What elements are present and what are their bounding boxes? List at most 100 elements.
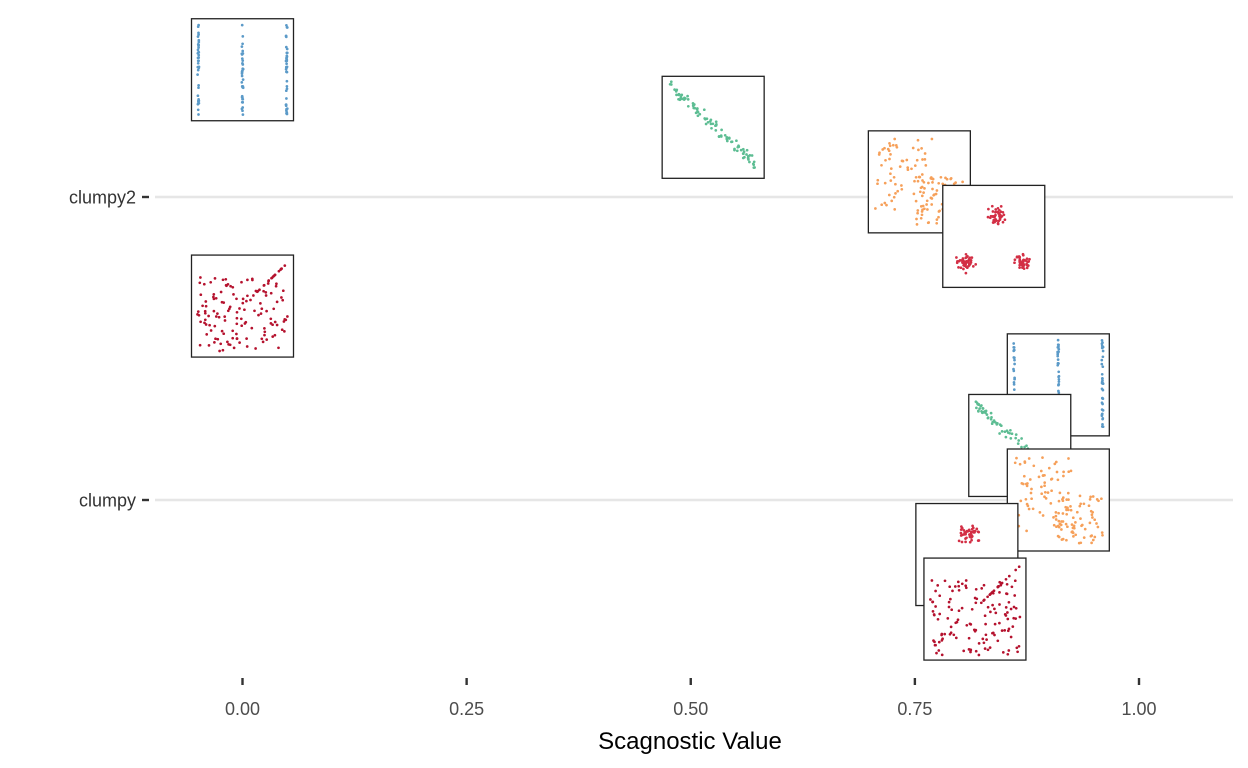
- thumbnail-dot: [1069, 505, 1072, 508]
- thumbnail-dot: [1014, 606, 1018, 610]
- thumbnail-dot: [961, 261, 964, 264]
- thumbnail-dot: [1015, 456, 1018, 460]
- thumbnail-dot: [1071, 526, 1075, 530]
- thumbnail-dot: [1005, 592, 1009, 596]
- thumbnail-dot: [1043, 495, 1046, 499]
- thumbnail-dot: [1003, 218, 1007, 222]
- thumbnail-dot: [196, 56, 200, 60]
- thumbnail-dot: [1050, 477, 1054, 481]
- thumbnail-three-columns-clumpy2: [190, 18, 295, 122]
- thumbnail-dot: [975, 406, 978, 410]
- thumbnail-dot: [1056, 358, 1060, 361]
- thumbnail-dot: [285, 47, 289, 51]
- thumbnail-dot: [752, 160, 756, 164]
- thumbnail-dot: [983, 647, 987, 650]
- thumbnail-dot: [977, 530, 981, 534]
- thumbnail-dot: [1069, 508, 1073, 512]
- thumbnail-dot: [1091, 538, 1095, 542]
- thumbnail-dot: [889, 153, 892, 156]
- thumbnail-dot: [930, 197, 934, 200]
- thumbnail-dot: [1065, 538, 1068, 542]
- thumbnail-dot: [980, 587, 984, 590]
- thumbnail-dot: [1057, 375, 1060, 379]
- thumbnail-dot: [1100, 358, 1104, 362]
- thumbnail-dot: [1030, 497, 1033, 501]
- thumbnail-dot: [923, 152, 927, 155]
- thumbnail-dot: [1078, 504, 1082, 508]
- thumbnail-dot: [876, 178, 880, 182]
- thumbnail-dot: [241, 59, 245, 62]
- thumbnail-dot: [991, 221, 995, 224]
- thumbnail-dot: [693, 106, 697, 110]
- thumbnail-dot: [1004, 435, 1008, 439]
- thumbnail-dot: [960, 525, 963, 528]
- thumbnail-dot: [910, 167, 913, 171]
- thumbnail-dot: [1020, 482, 1024, 485]
- thumbnail-dot: [1057, 519, 1061, 523]
- thumbnail-dot: [968, 535, 972, 539]
- thumbnail-dot: [1012, 367, 1015, 371]
- thumbnail-dot: [930, 579, 934, 582]
- thumbnail-dot: [668, 82, 672, 86]
- thumbnail-dot: [240, 57, 244, 60]
- thumbnail-dot: [250, 326, 254, 330]
- thumbnail-dot: [999, 205, 1003, 208]
- thumbnail-dot: [1101, 341, 1104, 344]
- thumbnail-dot: [235, 322, 239, 326]
- thumbnail-dot: [883, 181, 887, 185]
- thumbnail-dot: [741, 156, 745, 160]
- thumbnail-dot: [241, 35, 245, 38]
- thumbnail-dot: [196, 42, 200, 46]
- thumbnail-dot: [1057, 370, 1061, 374]
- thumbnail-dot: [260, 337, 264, 341]
- thumbnail-dot: [1000, 430, 1004, 433]
- thumbnail-dot: [1101, 349, 1105, 353]
- thumbnail-dot: [1054, 514, 1058, 518]
- thumbnail-dot: [1077, 541, 1081, 545]
- thumbnail-dot: [277, 269, 281, 273]
- thumbnail-dot: [267, 279, 270, 283]
- thumbnail-dot: [941, 637, 944, 641]
- thumbnail-dot: [1056, 478, 1060, 482]
- thumbnail-dot: [988, 646, 992, 649]
- thumbnail-dot: [927, 221, 931, 224]
- thumbnail-dot: [209, 280, 213, 284]
- thumbnail-dot: [1012, 388, 1016, 391]
- thumbnail-dot: [889, 167, 893, 170]
- thumbnail-dot: [938, 594, 942, 598]
- thumbnail-dot: [199, 276, 202, 279]
- thumbnail-dot: [986, 605, 990, 609]
- thumbnail-dot: [911, 146, 915, 150]
- thumbnail-dot: [1083, 527, 1087, 531]
- thumbnail-dot: [998, 591, 1001, 594]
- thumbnail-dot: [1015, 255, 1019, 259]
- thumbnail-dot: [1014, 568, 1018, 572]
- thumbnail-dot: [673, 88, 676, 91]
- thumbnail-dot: [1025, 444, 1028, 448]
- thumbnail-dot: [1017, 565, 1021, 569]
- thumbnail-dot: [259, 302, 262, 305]
- thumbnail-dot: [228, 305, 232, 309]
- thumbnail-dot: [990, 204, 994, 208]
- thumbnail-dot: [723, 133, 727, 137]
- thumbnail-dot: [213, 277, 217, 280]
- thumbnail-dot: [1056, 524, 1060, 528]
- thumbnail-dot: [686, 98, 690, 101]
- thumbnail-dot: [1088, 521, 1092, 525]
- thumbnail-dot: [273, 333, 277, 337]
- thumbnail-dot: [246, 278, 249, 282]
- thumbnail-dot: [1082, 502, 1086, 506]
- thumbnail-dot: [883, 201, 887, 205]
- thumbnail-dot: [285, 79, 289, 83]
- thumbnail-dot: [974, 601, 978, 605]
- thumbnail-dot: [1002, 213, 1006, 217]
- thumbnail-dot: [285, 23, 288, 27]
- thumbnail-dot: [926, 208, 929, 211]
- thumbnail-dot: [212, 293, 216, 296]
- thumbnail-dot: [285, 109, 288, 113]
- thumbnail-dot: [1061, 512, 1065, 515]
- thumbnail-dot: [1011, 625, 1015, 628]
- thumbnail-dot: [997, 585, 1000, 588]
- thumbnail-dot: [739, 148, 743, 152]
- thumbnail-dot: [1010, 432, 1014, 436]
